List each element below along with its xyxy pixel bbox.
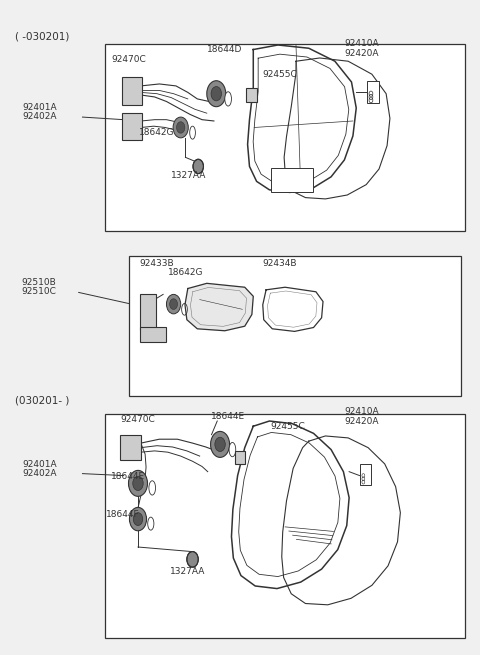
- Circle shape: [173, 117, 188, 138]
- FancyBboxPatch shape: [120, 435, 141, 460]
- Circle shape: [207, 81, 226, 107]
- Text: 92420A: 92420A: [344, 417, 379, 426]
- Text: 1327AA: 1327AA: [171, 171, 206, 180]
- Text: 92470C: 92470C: [111, 56, 146, 64]
- Text: 92433B: 92433B: [139, 259, 174, 268]
- Text: 92455C: 92455C: [271, 422, 306, 432]
- Ellipse shape: [225, 92, 231, 106]
- Bar: [367, 81, 379, 103]
- Text: 18644E: 18644E: [211, 412, 245, 421]
- Polygon shape: [263, 288, 323, 331]
- Bar: [129, 256, 461, 396]
- Text: 18642G: 18642G: [168, 269, 204, 278]
- Ellipse shape: [148, 517, 154, 530]
- Circle shape: [193, 159, 204, 174]
- Text: 92510B: 92510B: [22, 278, 57, 288]
- Circle shape: [187, 552, 198, 567]
- Bar: [105, 45, 466, 231]
- Text: ( -030201): ( -030201): [14, 31, 69, 42]
- Text: 92455C: 92455C: [263, 70, 298, 79]
- Circle shape: [133, 513, 143, 525]
- Bar: [360, 464, 371, 485]
- Text: 92410A: 92410A: [344, 39, 379, 48]
- Text: 92402A: 92402A: [23, 469, 57, 478]
- FancyBboxPatch shape: [122, 77, 142, 105]
- Ellipse shape: [190, 126, 195, 139]
- Circle shape: [211, 86, 221, 101]
- Text: 18642G: 18642G: [139, 128, 175, 137]
- Text: 92510C: 92510C: [22, 288, 57, 296]
- Ellipse shape: [149, 481, 156, 495]
- Text: 92401A: 92401A: [23, 460, 57, 469]
- Circle shape: [133, 476, 143, 491]
- Text: 18644D: 18644D: [207, 45, 242, 54]
- Bar: [140, 328, 167, 342]
- Text: 18644F: 18644F: [106, 510, 140, 519]
- Text: (030201- ): (030201- ): [14, 396, 69, 405]
- Text: 92410A: 92410A: [344, 407, 379, 416]
- FancyBboxPatch shape: [246, 88, 257, 102]
- Circle shape: [177, 122, 185, 133]
- Circle shape: [169, 299, 178, 309]
- Polygon shape: [185, 284, 253, 331]
- Text: 18644E: 18644E: [111, 472, 145, 481]
- Ellipse shape: [181, 303, 187, 315]
- Bar: [140, 294, 156, 330]
- Text: 92470C: 92470C: [120, 415, 155, 424]
- Circle shape: [167, 294, 180, 314]
- Circle shape: [211, 432, 229, 457]
- FancyBboxPatch shape: [235, 451, 245, 464]
- Circle shape: [215, 438, 225, 451]
- Bar: [105, 414, 466, 638]
- Ellipse shape: [229, 442, 236, 457]
- Circle shape: [130, 508, 146, 531]
- FancyBboxPatch shape: [122, 113, 142, 140]
- Circle shape: [129, 470, 147, 496]
- Text: 92402A: 92402A: [23, 112, 57, 121]
- Text: 1327AA: 1327AA: [170, 567, 205, 576]
- Text: 92434B: 92434B: [263, 259, 297, 268]
- Text: 92420A: 92420A: [344, 49, 379, 58]
- Bar: [271, 168, 312, 193]
- Text: 92401A: 92401A: [23, 103, 57, 112]
